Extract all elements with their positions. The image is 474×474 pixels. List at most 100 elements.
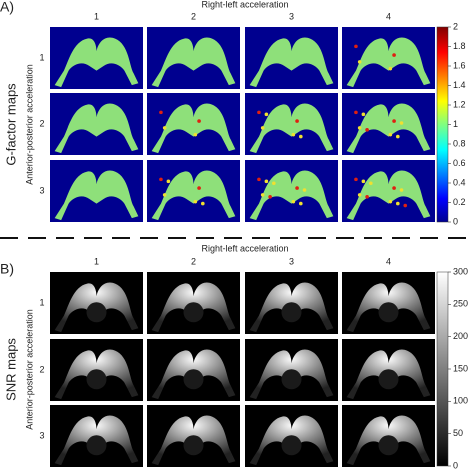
hotspot <box>396 201 400 206</box>
hotspot <box>392 119 396 123</box>
colorbar-tick-label: 200 <box>453 331 468 341</box>
colorbar-tick-label: 1.6 <box>453 60 466 70</box>
anatomy <box>151 170 236 221</box>
map-image <box>50 93 143 155</box>
colorbar-tick-label: 2 <box>453 21 458 31</box>
colorbar <box>436 271 449 467</box>
column-label: 1 <box>94 11 99 21</box>
map-image <box>342 405 435 467</box>
hotspot <box>399 121 404 125</box>
dark-region <box>281 302 302 323</box>
hotspot <box>392 186 396 190</box>
y-axis-label: Anterior-posterior acceleration <box>24 64 34 185</box>
hotspot <box>299 201 303 206</box>
map-image <box>342 339 435 401</box>
map-image <box>147 405 240 467</box>
colorbar-tick-label: 1.8 <box>453 41 466 51</box>
hotspot <box>302 188 307 192</box>
dark-region <box>378 302 399 323</box>
hotspot <box>159 177 163 182</box>
side-label: G-factor maps <box>3 83 18 166</box>
row-label: 3 <box>39 430 44 440</box>
anatomy <box>151 103 236 154</box>
hotspot <box>291 199 296 204</box>
column-label: 3 <box>289 11 294 21</box>
dark-region <box>183 435 204 456</box>
dark-region <box>86 302 107 323</box>
hotspot <box>166 179 171 184</box>
dark-region <box>86 435 107 456</box>
column-label: 4 <box>386 256 391 266</box>
hotspot <box>260 126 265 130</box>
hotspot <box>369 181 373 186</box>
hotspot <box>399 188 404 192</box>
colorbar-tick-label: 150 <box>453 363 468 373</box>
hotspot <box>354 110 358 115</box>
map-image <box>147 93 240 155</box>
map-image <box>245 272 338 334</box>
hotspot <box>264 179 269 184</box>
hotspot <box>257 177 261 182</box>
dark-region <box>378 369 399 390</box>
hotspot <box>257 110 261 115</box>
hotspot <box>193 132 198 137</box>
anatomy <box>54 103 139 154</box>
map-image <box>245 27 338 89</box>
hotspot <box>392 53 396 57</box>
anatomy <box>249 170 334 221</box>
dark-region <box>281 369 302 390</box>
anatomy <box>151 37 236 88</box>
hotspot <box>197 119 201 123</box>
row-label: 1 <box>39 297 44 307</box>
hotspot <box>357 60 362 64</box>
anatomy <box>346 170 431 221</box>
column-label: 3 <box>289 256 294 266</box>
anatomy <box>346 37 431 88</box>
dark-region <box>378 435 399 456</box>
dark-region <box>86 369 107 390</box>
hotspot <box>272 181 276 186</box>
hotspot <box>295 119 299 123</box>
map-image <box>147 160 240 222</box>
row-label: 2 <box>39 364 44 374</box>
map-image <box>245 405 338 467</box>
column-label: 1 <box>94 256 99 266</box>
hotspot <box>159 110 163 115</box>
y-axis-label: Anterior-posterior acceleration <box>24 309 34 430</box>
column-label: 2 <box>191 11 196 21</box>
hotspot <box>268 195 272 199</box>
map-image <box>342 272 435 334</box>
hotspot <box>291 132 296 137</box>
anatomy <box>346 103 431 154</box>
colorbar-tick-label: 1 <box>453 119 458 129</box>
colorbar-tick-label: 1.4 <box>453 80 466 90</box>
hotspot <box>201 201 205 206</box>
hotspot <box>388 199 393 204</box>
colorbar-tick-label: 1.2 <box>453 99 466 109</box>
anatomy <box>54 37 139 88</box>
colorbar-tick-label: 100 <box>453 396 468 406</box>
colorbar-tick-label: 0.2 <box>453 197 466 207</box>
anatomy <box>54 170 139 221</box>
colorbar-tick-label: 0 <box>453 460 458 470</box>
colorbar-tick-label: 250 <box>453 299 468 309</box>
hotspot <box>197 186 201 190</box>
hotspot <box>162 193 167 197</box>
anatomy <box>249 103 334 154</box>
map-image <box>50 405 143 467</box>
map-image <box>50 27 143 89</box>
hotspot <box>361 112 366 117</box>
hotspot <box>357 126 362 130</box>
colorbar-tick-label: 0.6 <box>453 158 466 168</box>
row-label: 2 <box>39 118 44 128</box>
row-label: 3 <box>39 185 44 195</box>
colorbar-tick-label: 0 <box>453 216 458 226</box>
dark-region <box>183 302 204 323</box>
hotspot <box>388 132 393 137</box>
map-image <box>245 93 338 155</box>
hotspot <box>162 126 167 130</box>
colorbar-tick-label: 0.4 <box>453 177 466 187</box>
map-image <box>342 160 435 222</box>
map-image <box>147 272 240 334</box>
